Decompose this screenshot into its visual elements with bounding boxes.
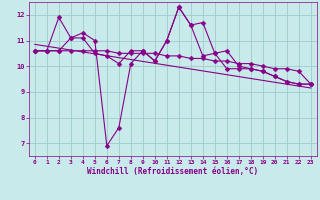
X-axis label: Windchill (Refroidissement éolien,°C): Windchill (Refroidissement éolien,°C) [87,167,258,176]
